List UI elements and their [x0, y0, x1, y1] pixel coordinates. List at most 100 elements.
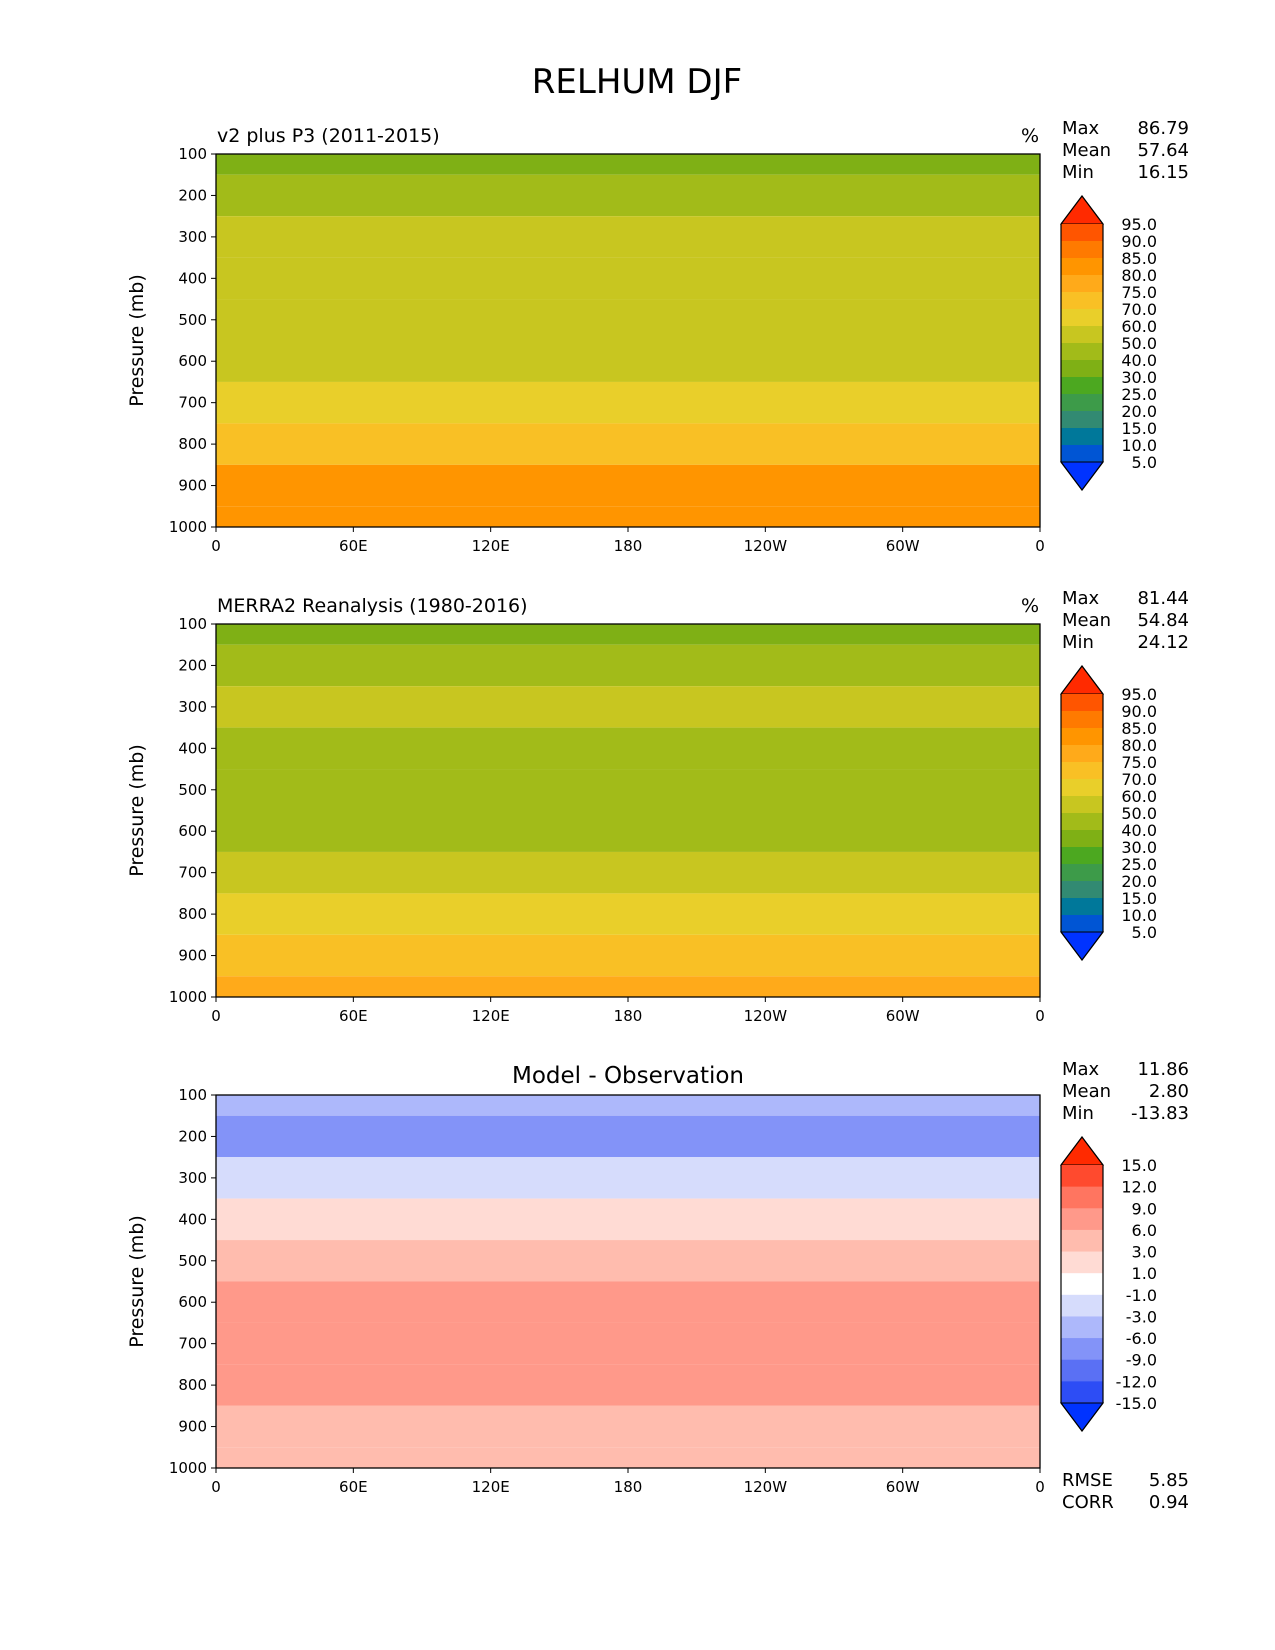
y-tick-label: 100: [178, 1086, 207, 1104]
colorbar-segment: [1061, 1316, 1103, 1339]
colorbar-tick-label: -12.0: [1116, 1372, 1157, 1391]
x-tick-label: 180: [614, 1478, 643, 1496]
field-band: [216, 174, 1040, 217]
colorbar-tick-label: 10.0: [1121, 906, 1157, 925]
colorbar-tick-label: 15.0: [1121, 889, 1157, 908]
colorbar-segment: [1061, 745, 1103, 763]
stat-value-max: 11.86: [1137, 1059, 1189, 1080]
field-band: [216, 727, 1040, 770]
field-band: [216, 1405, 1040, 1448]
y-tick-label: 300: [178, 1169, 207, 1187]
stat-value-max: 81.44: [1137, 588, 1189, 609]
x-tick-label: 120W: [744, 1478, 788, 1496]
x-tick-label: 180: [614, 1007, 643, 1025]
stat-value-mean: 2.80: [1149, 1081, 1189, 1102]
field-band: [216, 1157, 1040, 1199]
field-band: [216, 1447, 1040, 1468]
colorbar-segment: [1061, 1208, 1103, 1231]
colorbar-segment: [1061, 360, 1103, 378]
colorbar-tick-label: 90.0: [1121, 702, 1157, 721]
colorbar-tick-label: 75.0: [1121, 753, 1157, 772]
colorbar-segment: [1061, 813, 1103, 831]
stat-label-max: Max: [1062, 118, 1100, 139]
colorbar-tick-label: 10.0: [1121, 436, 1157, 455]
colorbar-tick-label: 6.0: [1132, 1221, 1157, 1240]
colorbar-tick-label: 75.0: [1121, 283, 1157, 302]
colorbar-min-arrow: [1060, 931, 1104, 961]
stat-value-min: 24.12: [1137, 632, 1189, 653]
colorbar-max-arrow: [1060, 665, 1104, 695]
colorbar-tick-label: -3.0: [1126, 1307, 1157, 1326]
x-tick-label: 180: [614, 537, 643, 555]
colorbar-min-arrow: [1060, 1402, 1104, 1432]
colorbar-segment: [1061, 275, 1103, 293]
x-tick-label: 120W: [744, 1007, 788, 1025]
colorbar-max-arrow: [1060, 1136, 1104, 1166]
stat-label-min: Min: [1062, 162, 1094, 183]
y-tick-label: 300: [178, 698, 207, 716]
colorbar-tick-label: 60.0: [1121, 317, 1157, 336]
y-tick-label: 400: [178, 269, 207, 287]
colorbar-tick-label: 95.0: [1121, 685, 1157, 704]
y-tick-label: 400: [178, 1210, 207, 1228]
field-band: [216, 299, 1040, 341]
colorbar-segment: [1061, 915, 1103, 933]
panel-1: v2 plus P3 (2011-2015) % 100 200 300 400 500 60…: [126, 118, 1189, 555]
colorbar-tick-label: 1.0: [1132, 1264, 1157, 1283]
panel-title: MERRA2 Reanalysis (1980-2016): [217, 595, 528, 617]
colorbar-tick-label: 20.0: [1121, 402, 1157, 421]
x-tick-label: 120E: [472, 1007, 510, 1025]
colorbar: 95.090.085.080.075.070.060.050.040.030.0…: [1060, 665, 1157, 961]
colorbar-segment: [1061, 1294, 1103, 1317]
colorbar-segment: [1061, 411, 1103, 429]
colorbar-tick-label: 80.0: [1121, 266, 1157, 285]
stat-value-min: -13.83: [1131, 1103, 1189, 1124]
field-band: [216, 1322, 1040, 1365]
colorbar-outline: [1060, 665, 1104, 961]
colorbar-tick-label: 25.0: [1121, 385, 1157, 404]
field-band: [216, 1364, 1040, 1406]
colorbar-tick-label: -9.0: [1126, 1351, 1157, 1370]
colorbar-outline: [1060, 1136, 1104, 1432]
y-tick-label: 700: [178, 394, 207, 412]
colorbar-tick-label: 70.0: [1121, 770, 1157, 789]
colorbar-segment: [1061, 224, 1103, 242]
field-bands: [216, 624, 1040, 997]
field-band: [216, 810, 1040, 852]
y-axis-label: Pressure (mb): [126, 744, 148, 877]
field-band: [216, 769, 1040, 811]
field-band: [216, 423, 1040, 465]
stat-value-corr: 0.94: [1149, 1492, 1189, 1513]
stat-value-min: 16.15: [1137, 162, 1189, 183]
field-bands: [216, 1095, 1040, 1468]
field-band: [216, 1095, 1040, 1116]
colorbar-tick-label: 80.0: [1121, 736, 1157, 755]
colorbar-segment: [1061, 728, 1103, 746]
y-tick-label: 100: [178, 615, 207, 633]
colorbar-segment: [1061, 241, 1103, 259]
x-tick-label: 60E: [339, 1007, 368, 1025]
y-tick-label: 600: [178, 1293, 207, 1311]
field-band: [216, 381, 1040, 424]
colorbar-tick-label: -1.0: [1126, 1286, 1157, 1305]
colorbar-segment: [1061, 292, 1103, 310]
y-tick-label: 900: [178, 477, 207, 495]
x-tick-label: 0: [211, 1478, 221, 1496]
field-band: [216, 624, 1040, 645]
colorbar-tick-label: 60.0: [1121, 787, 1157, 806]
colorbar-tick-label: 70.0: [1121, 300, 1157, 319]
colorbar-tick-label: 40.0: [1121, 351, 1157, 370]
colorbar-tick-label: 90.0: [1121, 232, 1157, 251]
field-band: [216, 1281, 1040, 1323]
colorbar-segment: [1061, 394, 1103, 412]
colorbar-segment: [1061, 881, 1103, 899]
colorbar-tick-label: 95.0: [1121, 215, 1157, 234]
stat-value-mean: 54.84: [1137, 610, 1189, 631]
colorbar-max-arrow: [1060, 195, 1104, 225]
field-band: [216, 464, 1040, 507]
colorbar-segment: [1061, 796, 1103, 814]
colorbar-tick-label: 15.0: [1121, 1156, 1157, 1175]
colorbar-tick-label: 40.0: [1121, 821, 1157, 840]
stat-label-min: Min: [1062, 1103, 1094, 1124]
stat-label-max: Max: [1062, 588, 1100, 609]
